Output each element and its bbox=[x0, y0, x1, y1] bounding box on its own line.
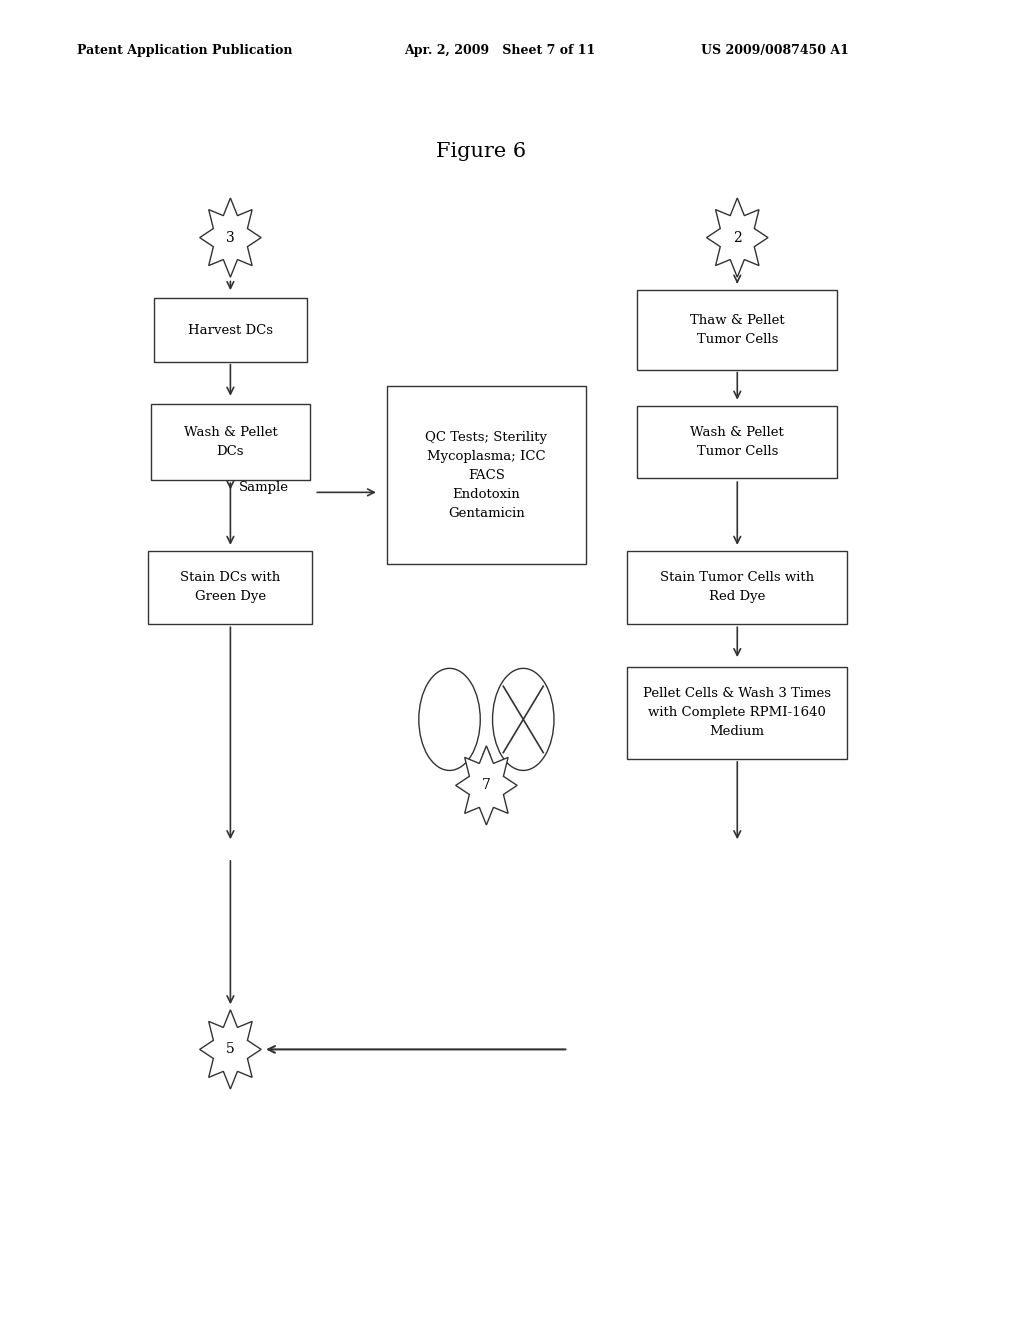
Text: Stain DCs with
Green Dye: Stain DCs with Green Dye bbox=[180, 572, 281, 603]
Text: Stain Tumor Cells with
Red Dye: Stain Tumor Cells with Red Dye bbox=[660, 572, 814, 603]
Text: 7: 7 bbox=[482, 779, 490, 792]
Text: 5: 5 bbox=[226, 1043, 234, 1056]
FancyBboxPatch shape bbox=[627, 667, 847, 759]
Text: Wash & Pellet
Tumor Cells: Wash & Pellet Tumor Cells bbox=[690, 426, 784, 458]
Text: US 2009/0087450 A1: US 2009/0087450 A1 bbox=[701, 44, 849, 57]
Text: Sample: Sample bbox=[239, 480, 289, 494]
Text: 2: 2 bbox=[733, 231, 741, 244]
Text: Wash & Pellet
DCs: Wash & Pellet DCs bbox=[183, 426, 278, 458]
Text: Thaw & Pellet
Tumor Cells: Thaw & Pellet Tumor Cells bbox=[690, 314, 784, 346]
Text: QC Tests; Sterility
Mycoplasma; ICC
FACS
Endotoxin
Gentamicin: QC Tests; Sterility Mycoplasma; ICC FACS… bbox=[425, 430, 548, 520]
FancyBboxPatch shape bbox=[627, 550, 847, 623]
Ellipse shape bbox=[493, 668, 554, 771]
FancyBboxPatch shape bbox=[154, 298, 307, 362]
Polygon shape bbox=[200, 198, 261, 277]
Polygon shape bbox=[456, 746, 517, 825]
Ellipse shape bbox=[419, 668, 480, 771]
Text: Patent Application Publication: Patent Application Publication bbox=[77, 44, 292, 57]
Text: Harvest DCs: Harvest DCs bbox=[187, 323, 273, 337]
FancyBboxPatch shape bbox=[637, 405, 837, 478]
FancyBboxPatch shape bbox=[637, 290, 837, 370]
Text: Pellet Cells & Wash 3 Times
with Complete RPMI-1640
Medium: Pellet Cells & Wash 3 Times with Complet… bbox=[643, 688, 831, 738]
Polygon shape bbox=[200, 1010, 261, 1089]
Text: Apr. 2, 2009   Sheet 7 of 11: Apr. 2, 2009 Sheet 7 of 11 bbox=[404, 44, 596, 57]
FancyBboxPatch shape bbox=[152, 404, 309, 480]
FancyBboxPatch shape bbox=[386, 385, 586, 565]
Text: Figure 6: Figure 6 bbox=[436, 143, 526, 161]
Text: 3: 3 bbox=[226, 231, 234, 244]
FancyBboxPatch shape bbox=[148, 550, 312, 623]
Polygon shape bbox=[707, 198, 768, 277]
